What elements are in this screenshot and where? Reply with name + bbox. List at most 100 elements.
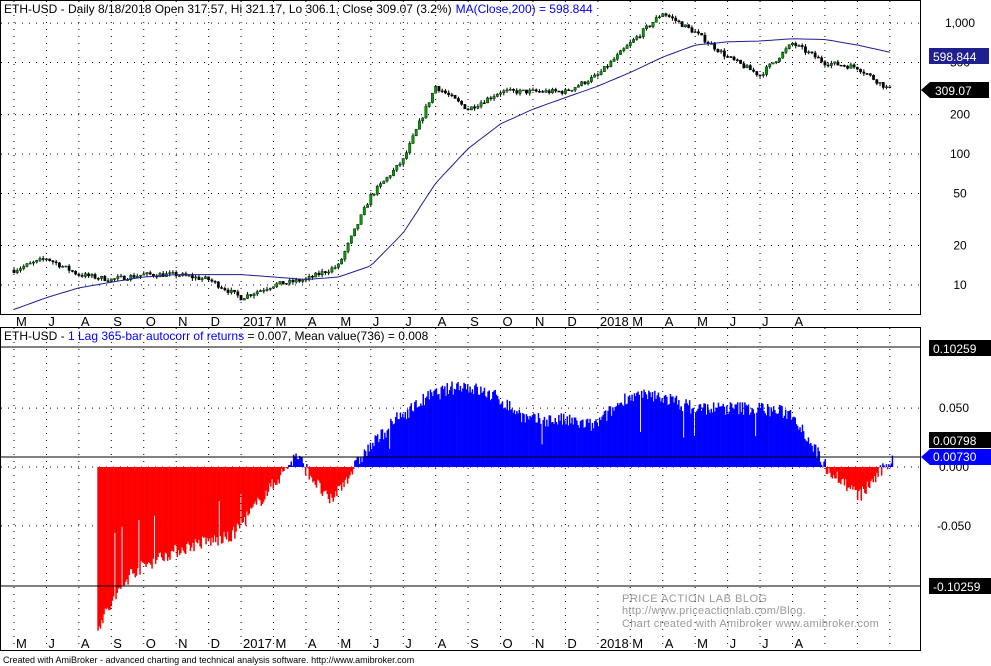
autocorr-bar-negative (140, 467, 143, 561)
autocorr-bar-positive (685, 399, 687, 467)
autocorr-bar-positive (688, 400, 691, 467)
candle-down (839, 64, 843, 67)
autocorr-bar-positive (807, 437, 810, 467)
autocorr-bar-negative (186, 467, 188, 544)
autocorr-bar-positive (302, 463, 305, 467)
candle-up (171, 272, 175, 274)
autocorr-bar-positive (458, 390, 461, 467)
candle-up (434, 86, 438, 94)
autocorr-bar-negative (259, 467, 261, 501)
autocorr-bar-negative (112, 467, 115, 597)
autocorr-bar-positive (289, 465, 291, 467)
autocorr-bar-positive (812, 451, 815, 467)
candle-up (499, 92, 502, 95)
price-month-label: J (762, 314, 769, 329)
autocorr-bar-positive (585, 419, 588, 467)
autocorr-bar-positive (615, 406, 618, 467)
candle-up (651, 22, 655, 27)
candle-down (687, 24, 691, 28)
price-header: ETH-USD - Daily 8/18/2018 Open 317.57, H… (4, 2, 593, 16)
autocorr-bar-positive (439, 399, 441, 467)
autocorr-bar-negative (148, 467, 151, 564)
autocorr-bar-negative (277, 467, 279, 480)
autocorr-bar-negative (111, 467, 114, 601)
autocorr-bar-positive (301, 457, 303, 467)
candle-up (346, 242, 350, 252)
autocorr-bar-positive (686, 403, 689, 467)
candle-down (226, 289, 230, 293)
autocorr-bar-negative (284, 467, 287, 468)
candle-up (340, 258, 344, 265)
autocorr-bar-positive (625, 404, 627, 467)
autocorr-bar-positive (624, 393, 626, 467)
candle-down (463, 104, 467, 110)
candle-down (664, 13, 668, 16)
candle-up (791, 42, 794, 45)
candle-up (129, 275, 133, 280)
autocorr-bar-negative (272, 467, 275, 489)
autocorr-bar-positive (820, 464, 823, 467)
autocorr-bar-positive (492, 391, 494, 467)
autocorr-bar-negative (122, 467, 125, 586)
watermark-line3: Chart created with Amibroker www.amibrok… (622, 618, 879, 630)
autocorr-bar-positive (511, 408, 513, 467)
autocorr-bar-negative (190, 467, 193, 548)
candle-down (466, 108, 470, 111)
autocorr-bar-positive (354, 460, 356, 467)
autocorr-bar-positive (399, 412, 402, 467)
autocorr-bar-negative (211, 467, 213, 538)
candle-down (249, 294, 253, 296)
autocorr-bar-positive (633, 393, 636, 467)
candle-up (774, 61, 778, 63)
autocorr-bar-positive (808, 444, 811, 467)
autocorr-bar-negative (218, 467, 221, 502)
autocorr-bar-positive (674, 397, 677, 467)
autocorr-bar-negative (120, 467, 122, 589)
autocorr-bar-negative (216, 467, 218, 538)
autocorr-bar-positive (640, 390, 643, 467)
autocorr-bar-negative (314, 467, 317, 485)
autocorr-bar-positive (813, 444, 816, 467)
autocorr-bar-positive (441, 385, 444, 467)
candle-up (508, 89, 512, 91)
autocorr-bar-positive (806, 441, 809, 467)
autocorr-bar-negative (150, 467, 152, 565)
price-month-label: A (81, 314, 90, 329)
autocorr-bar-positive (498, 399, 500, 467)
candle-down (667, 15, 671, 17)
autocorr-bar-positive (654, 390, 656, 467)
autocorr-bar-negative (327, 467, 330, 499)
autocorr-bar-negative (142, 467, 145, 563)
autocorr-bar-negative (204, 467, 206, 538)
autocorr-bar-positive (372, 442, 374, 467)
mean-value-badge: 0.00798 (929, 432, 991, 448)
price-month-label: 2017 (243, 314, 272, 329)
autocorr-bar-positive (696, 410, 698, 467)
candle-up (392, 169, 395, 176)
candle-down (881, 82, 885, 88)
autocorr-bar-positive (434, 389, 437, 467)
autocorr-bar-positive (516, 411, 518, 467)
candle-up (612, 58, 616, 62)
autocorr-bar-negative (243, 467, 246, 518)
autocorr-bar-negative (849, 467, 852, 490)
candle-down (732, 56, 736, 60)
autocorr-bar-negative (307, 467, 309, 469)
autocorr-bar-positive (790, 419, 793, 467)
autocorr-bar-negative (874, 467, 877, 483)
autocorr-bar-positive (723, 406, 726, 467)
autocorr-bar-positive (775, 413, 777, 467)
autocorr-bar-negative (223, 467, 225, 532)
min-value-badge: -0.10259 (929, 578, 991, 594)
candle-up (320, 271, 324, 276)
autocorr-bar-positive (571, 417, 573, 467)
autocorr-bar-positive (291, 465, 294, 467)
candle-up (765, 66, 768, 75)
autocorr-bar-negative (338, 467, 341, 487)
autocorr-bar-positive (494, 389, 497, 467)
candle-down (74, 271, 78, 275)
autocorr-bar-positive (705, 414, 708, 467)
price-header-ma: MA(Close,200) = 598.844 (456, 2, 593, 16)
candle-up (518, 89, 522, 94)
candle-down (820, 57, 824, 62)
